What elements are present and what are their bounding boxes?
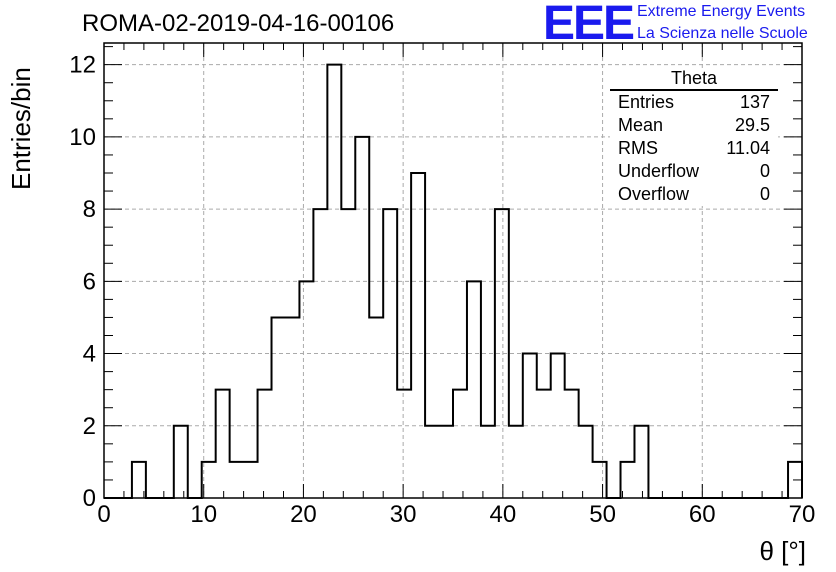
histogram-bin — [537, 390, 551, 498]
histogram-bin — [495, 209, 509, 498]
x-tick-label: 70 — [789, 501, 816, 528]
stats-row: RMS 11.04 — [610, 137, 778, 160]
histogram-bin — [216, 390, 230, 498]
y-tick-label: 0 — [83, 485, 96, 512]
x-axis-label: θ [°] — [759, 536, 806, 566]
x-tick-label: 0 — [97, 501, 110, 528]
histogram-bin — [634, 426, 648, 498]
histogram-bin — [453, 390, 467, 498]
histogram-bin — [174, 426, 188, 498]
histogram-bin — [788, 462, 802, 498]
stats-row: Mean 29.5 — [610, 114, 778, 137]
stats-value: 11.04 — [726, 138, 770, 158]
stats-row: Overflow 0 — [610, 183, 778, 206]
y-axis-label: Entries/bin — [6, 67, 36, 190]
histogram-bin — [272, 317, 286, 498]
histogram-bin — [230, 462, 244, 498]
axis-ticks — [103, 43, 803, 499]
stats-title: Theta — [610, 68, 778, 91]
logo-line-1: Extreme Energy Events — [637, 3, 806, 20]
y-tick-label: 4 — [83, 341, 96, 368]
histogram-bin — [523, 354, 537, 498]
histogram-bin — [369, 317, 383, 498]
stats-label: Mean — [618, 115, 664, 135]
histogram-bin — [467, 281, 481, 498]
stats-label: Overflow — [618, 184, 690, 204]
logo-line-2: La Scienza nelle Scuole — [637, 25, 808, 42]
histogram-bin — [285, 317, 299, 498]
y-tick-label: 6 — [83, 268, 96, 295]
histogram-bin — [327, 65, 341, 498]
stats-label: Underflow — [618, 161, 700, 181]
x-tick-label: 60 — [689, 501, 716, 528]
y-tick-label: 2 — [83, 413, 96, 440]
histogram-bin — [565, 390, 579, 498]
histogram-bin — [202, 462, 216, 498]
x-tick-label: 20 — [290, 501, 317, 528]
stats-label: Entries — [618, 92, 675, 112]
stats-row: Underflow 0 — [610, 160, 778, 183]
histogram-outline — [104, 63, 803, 499]
stats-value: 29.5 — [734, 115, 770, 135]
histogram-bin — [621, 462, 635, 498]
stats-row: Entries 137 — [610, 91, 778, 114]
y-tick-label: 8 — [83, 196, 96, 223]
histogram-bin — [258, 390, 272, 498]
y-tick-label: 12 — [69, 52, 96, 79]
stats-label: RMS — [618, 138, 658, 158]
histogram-bin — [341, 209, 355, 498]
x-tick-label: 10 — [190, 501, 217, 528]
histogram-bin — [509, 426, 523, 498]
x-tick-label: 50 — [589, 501, 616, 528]
stats-box: Theta Entries 137 Mean 29.5 RMS 11.04 Un… — [610, 68, 778, 206]
histogram-bin — [313, 209, 327, 498]
chart-title: ROMA-02-2019-04-16-00106 — [82, 10, 395, 37]
histogram-bin — [244, 462, 258, 498]
stats-value: 137 — [739, 92, 770, 112]
x-tick-label: 30 — [390, 501, 417, 528]
histogram-bin — [425, 426, 439, 498]
histogram-bin — [481, 426, 495, 498]
x-tick-label: 40 — [490, 501, 517, 528]
histogram-bin — [355, 137, 369, 498]
histogram-bin — [439, 426, 453, 498]
stats-value: 0 — [759, 184, 770, 204]
histogram-bin — [383, 209, 397, 498]
histogram-bin — [411, 173, 425, 498]
histogram-bin — [132, 462, 146, 498]
eee-logo: EEE — [543, 0, 635, 50]
histogram-bin — [551, 354, 565, 498]
histogram-bin — [579, 426, 593, 498]
histogram-bars — [104, 63, 803, 499]
y-tick-label: 10 — [69, 124, 96, 151]
plot-frame — [103, 42, 803, 499]
stats-value: 0 — [759, 161, 770, 181]
tick-labels: 0 10 20 30 40 50 60 70 0 2 4 6 8 10 12 — [69, 52, 815, 528]
histogram-bin — [299, 281, 313, 498]
histogram-bin — [593, 462, 607, 498]
histogram-bin — [397, 390, 411, 498]
